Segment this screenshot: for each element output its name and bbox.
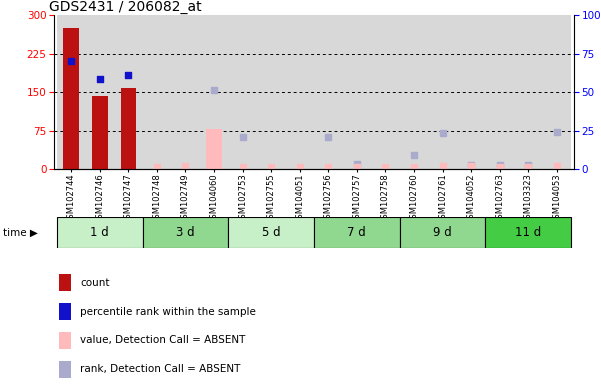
Bar [514,15,543,169]
Bar [92,96,108,169]
Point [152,164,162,170]
Point [238,164,248,170]
Bar [85,15,114,169]
Point [409,164,419,170]
Text: rank, Detection Call = ABSENT: rank, Detection Call = ABSENT [80,364,240,374]
Text: 3 d: 3 d [176,226,195,239]
Point [352,161,362,167]
Text: 5 d: 5 d [262,226,281,239]
Bar [400,217,486,248]
Point [552,129,561,135]
Point [238,134,248,140]
Point [409,152,419,158]
Bar [486,15,514,169]
Point [552,163,561,169]
Bar [400,15,429,169]
Point [523,162,533,169]
Point [95,76,105,83]
Point [266,164,276,170]
Bar [206,129,222,169]
Text: 11 d: 11 d [515,226,542,239]
Bar [114,15,142,169]
Text: time ▶: time ▶ [3,227,38,237]
Text: 9 d: 9 d [433,226,452,239]
Text: value, Detection Call = ABSENT: value, Detection Call = ABSENT [80,335,245,346]
Bar [314,217,400,248]
Bar [228,15,257,169]
Bar [486,217,571,248]
Bar [121,88,136,169]
Point [124,72,133,78]
Point [181,163,191,169]
Bar [59,303,71,320]
Bar [371,15,400,169]
Text: percentile rank within the sample: percentile rank within the sample [80,306,256,317]
Bar [200,15,228,169]
Bar [457,15,486,169]
Bar [285,15,314,169]
Text: 7 d: 7 d [347,226,366,239]
Bar [171,15,200,169]
Bar [63,28,79,169]
Point [67,58,76,65]
Bar [59,332,71,349]
Point [352,164,362,170]
Point [438,163,447,169]
Point [323,134,333,140]
Point [466,163,476,169]
Bar [142,217,228,248]
Bar [314,15,343,169]
Bar [142,15,171,169]
Point [209,86,219,93]
Bar [228,217,314,248]
Point [466,162,476,168]
Text: GDS2431 / 206082_at: GDS2431 / 206082_at [49,0,201,14]
Bar [543,15,571,169]
Bar [429,15,457,169]
Text: count: count [80,278,109,288]
Bar [343,15,371,169]
Bar [257,15,285,169]
Point [495,164,504,170]
Point [438,130,447,136]
Point [495,162,504,169]
Point [323,164,333,170]
Point [380,164,390,170]
Bar [57,15,85,169]
Bar [57,217,142,248]
Text: 1 d: 1 d [90,226,109,239]
Point [523,164,533,170]
Point [209,163,219,169]
Point [295,164,305,170]
Bar [59,274,71,291]
Bar [59,361,71,378]
